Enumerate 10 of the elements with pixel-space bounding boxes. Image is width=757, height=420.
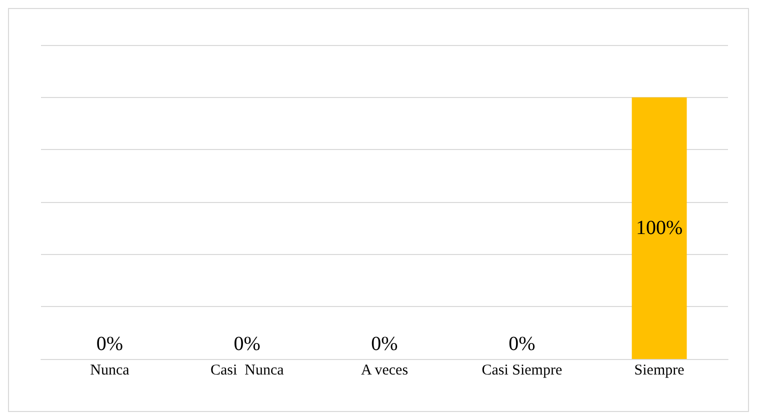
data-label: 0%: [371, 333, 398, 355]
data-label: 0%: [96, 333, 124, 355]
data-label: 100%: [636, 217, 683, 240]
x-tick-label: Siempre: [634, 362, 685, 378]
data-label: 0%: [508, 333, 536, 355]
x-tick-label: Casi Siempre: [482, 362, 562, 378]
x-tick-label: A veces: [360, 362, 408, 378]
x-tick-label: Casi Nunca: [210, 362, 284, 378]
data-label: 0%: [234, 333, 260, 355]
x-tick-label: Nunca: [90, 362, 130, 378]
